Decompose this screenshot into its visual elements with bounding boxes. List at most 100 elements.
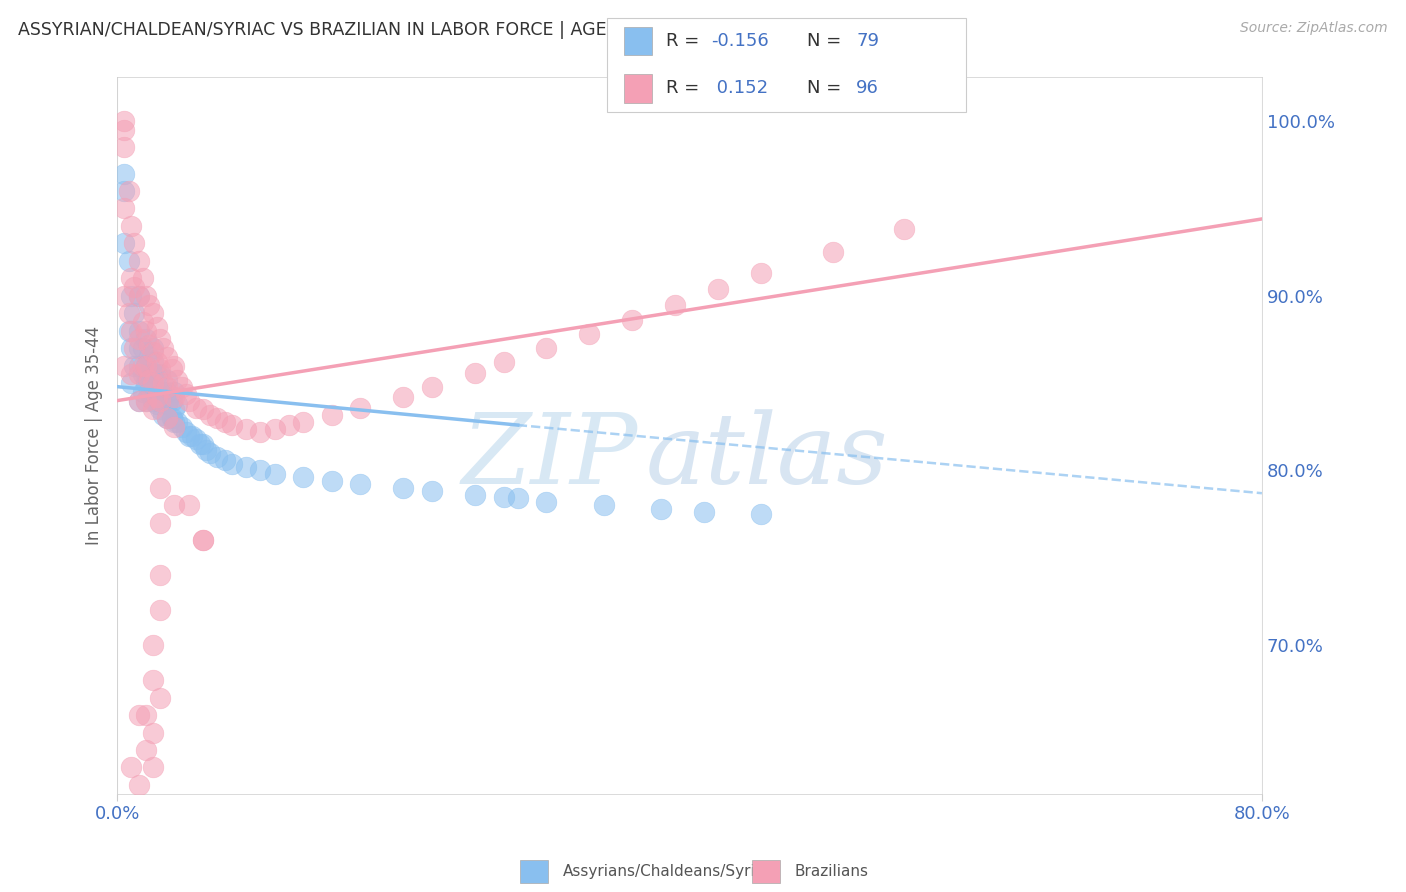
Y-axis label: In Labor Force | Age 35-44: In Labor Force | Age 35-44 <box>86 326 103 545</box>
Point <box>117 253 139 268</box>
Point <box>749 266 772 280</box>
Point <box>492 355 515 369</box>
Point <box>177 428 200 442</box>
Point <box>349 401 371 415</box>
Point <box>135 743 157 757</box>
Text: N =: N = <box>807 79 846 97</box>
Point <box>166 373 188 387</box>
Point <box>149 333 172 347</box>
Point <box>128 333 150 347</box>
Point <box>124 236 146 251</box>
Point <box>191 437 214 451</box>
Text: ASSYRIAN/CHALDEAN/SYRIAC VS BRAZILIAN IN LABOR FORCE | AGE 35-44 CORRELATION CHA: ASSYRIAN/CHALDEAN/SYRIAC VS BRAZILIAN IN… <box>18 21 856 38</box>
Point <box>194 442 217 457</box>
Point <box>249 425 271 439</box>
Point <box>132 368 155 382</box>
Point <box>160 393 183 408</box>
Point <box>292 415 315 429</box>
Point <box>349 477 371 491</box>
Point <box>121 376 143 391</box>
Point <box>156 373 179 387</box>
Point <box>149 402 172 417</box>
Point <box>142 355 165 369</box>
Point <box>142 393 165 408</box>
Point <box>152 376 174 391</box>
Text: Brazilians: Brazilians <box>794 864 869 879</box>
Point <box>121 368 143 382</box>
Text: Source: ZipAtlas.com: Source: ZipAtlas.com <box>1240 21 1388 35</box>
Point <box>138 350 160 364</box>
Point <box>138 368 160 382</box>
Point <box>121 271 143 285</box>
Point <box>135 393 157 408</box>
Point <box>163 415 186 429</box>
Point <box>152 408 174 422</box>
Point <box>893 222 915 236</box>
Point <box>163 402 186 417</box>
Point <box>156 411 179 425</box>
Point <box>180 428 202 442</box>
Point <box>536 341 558 355</box>
Point <box>188 437 211 451</box>
Point <box>163 420 186 434</box>
Point <box>191 533 214 548</box>
Point <box>149 516 172 530</box>
Point <box>112 236 135 251</box>
Point <box>132 359 155 373</box>
Point <box>263 467 285 481</box>
Point <box>621 313 644 327</box>
Text: 0.152: 0.152 <box>711 79 769 97</box>
Point <box>138 297 160 311</box>
Point <box>321 474 343 488</box>
Point <box>121 289 143 303</box>
Point <box>152 384 174 399</box>
Point <box>146 368 169 382</box>
Point <box>142 673 165 687</box>
Point <box>124 306 146 320</box>
Point <box>112 202 135 216</box>
Point <box>149 603 172 617</box>
Point <box>221 457 243 471</box>
Point <box>117 324 139 338</box>
Point <box>132 271 155 285</box>
Point <box>821 245 844 260</box>
Point <box>163 499 186 513</box>
Point <box>146 320 169 334</box>
Point <box>135 368 157 382</box>
Point <box>124 280 146 294</box>
Point <box>132 384 155 399</box>
Point <box>121 324 143 338</box>
Point <box>128 708 150 723</box>
Point <box>138 373 160 387</box>
Point <box>135 324 157 338</box>
Point <box>142 402 165 417</box>
Point <box>198 446 221 460</box>
Point <box>160 411 183 425</box>
Point <box>184 432 207 446</box>
Point <box>166 415 188 429</box>
Point <box>170 420 193 434</box>
Text: N =: N = <box>807 32 846 50</box>
Point <box>221 418 243 433</box>
Point <box>207 411 229 425</box>
Point <box>146 397 169 411</box>
Point <box>146 355 169 369</box>
Point <box>177 499 200 513</box>
Point <box>121 760 143 774</box>
Point <box>138 384 160 399</box>
Point <box>142 638 165 652</box>
Point <box>149 362 172 376</box>
Text: R =: R = <box>666 32 706 50</box>
Point <box>128 289 150 303</box>
Point <box>420 379 443 393</box>
Point <box>174 386 197 401</box>
Text: 79: 79 <box>856 32 879 50</box>
Point <box>112 114 135 128</box>
Point <box>112 359 135 373</box>
Point <box>135 393 157 408</box>
Point <box>128 393 150 408</box>
Point <box>128 253 150 268</box>
Point <box>152 341 174 355</box>
Point <box>128 324 150 338</box>
Point <box>156 411 179 425</box>
